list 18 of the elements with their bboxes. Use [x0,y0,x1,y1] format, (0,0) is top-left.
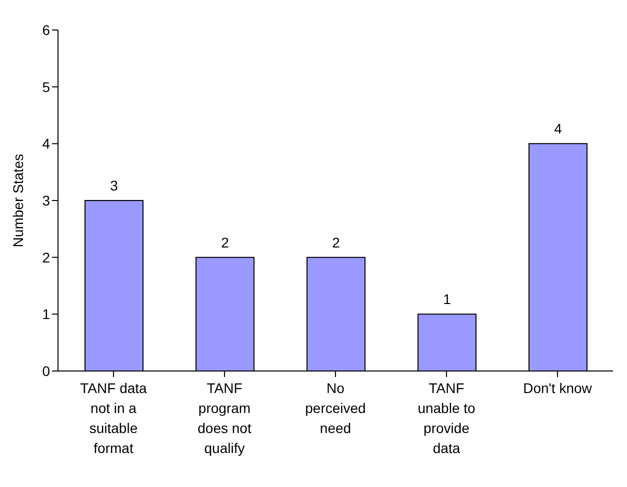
x-tick-label: No perceived need [305,380,366,436]
x-tick-label: Don't know [523,380,593,396]
data-label: 4 [554,120,562,137]
x-tick-label: TANF unable to provide data [418,380,476,456]
data-label: 1 [443,291,452,308]
data-label: 2 [332,234,340,250]
y-tick-label: 4 [42,136,50,152]
data-label: 2 [221,234,230,250]
x-tick-label: TANF data not in a suitable format [80,380,148,456]
y-tick-label: 3 [42,192,50,208]
y-tick-label: 0 [42,362,50,379]
y-tick-label: 2 [42,249,50,266]
x-tick-label: TANF program does not qualify [198,380,252,456]
y-axis-title: Number States [10,154,26,248]
y-tick-label: 1 [42,306,50,322]
data-label: 3 [110,178,118,194]
y-tick-label: 5 [42,78,50,95]
y-tick-label: 6 [42,22,50,38]
